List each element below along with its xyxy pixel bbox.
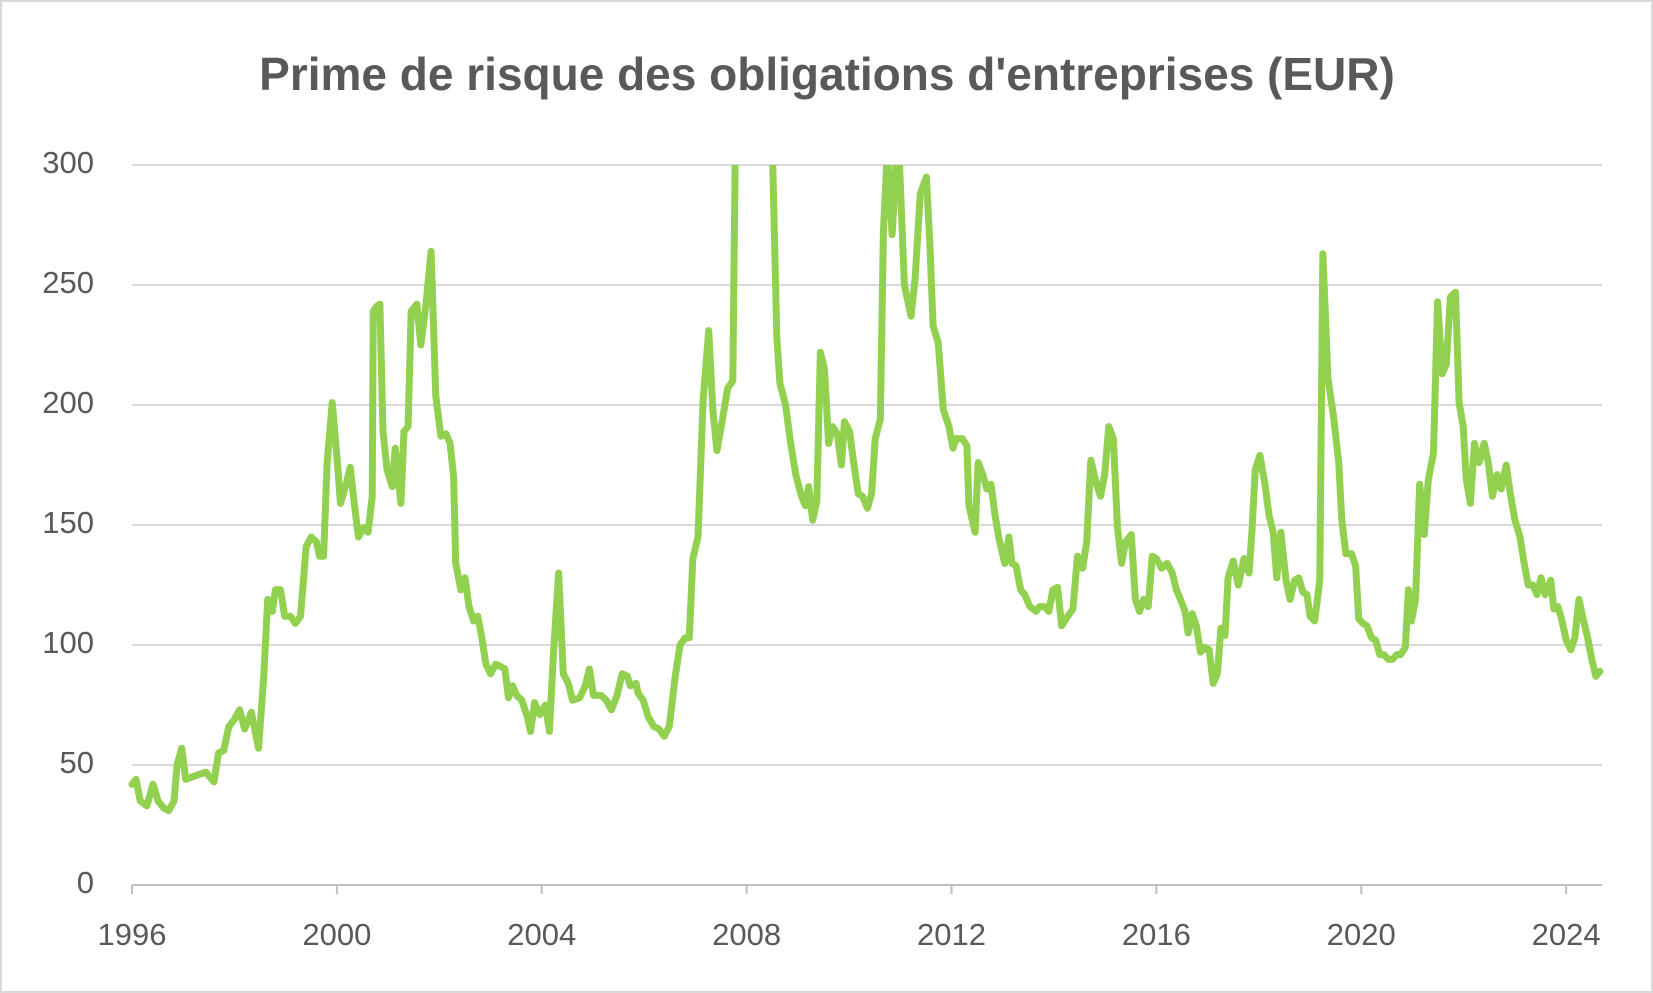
x-tick-label: 2012 <box>917 917 986 952</box>
y-tick-label: 150 <box>42 505 94 540</box>
x-tick-label: 2004 <box>507 917 576 952</box>
chart-title: Prime de risque des obligations d'entrep… <box>259 48 1395 100</box>
y-tick-label: 300 <box>42 145 94 180</box>
x-tick-label: 2016 <box>1122 917 1191 952</box>
y-tick-label: 0 <box>77 865 94 900</box>
y-tick-label: 200 <box>42 385 94 420</box>
x-tick-label: 1996 <box>98 917 167 952</box>
x-tick-label: 2000 <box>302 917 371 952</box>
y-tick-label: 250 <box>42 265 94 300</box>
data-line <box>128 165 1604 815</box>
x-tick-label: 2024 <box>1532 917 1601 952</box>
y-tick-label: 50 <box>60 745 94 780</box>
x-tick-label: 2008 <box>712 917 781 952</box>
y-tick-label: 100 <box>42 625 94 660</box>
x-tick-label: 2020 <box>1327 917 1396 952</box>
